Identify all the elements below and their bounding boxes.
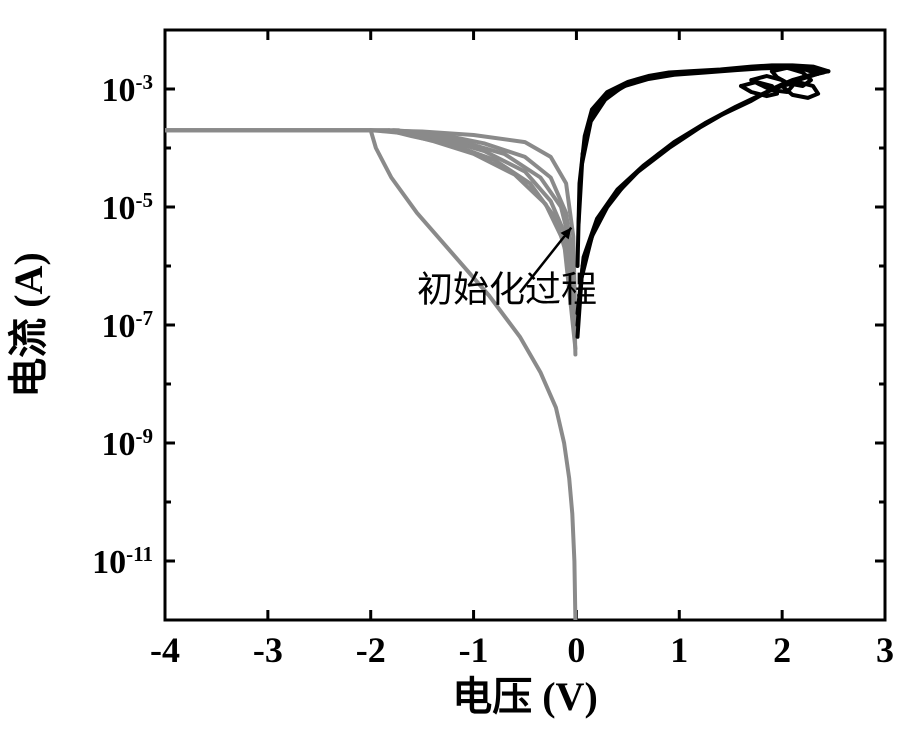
svg-text:10-11: 10-11: [92, 542, 153, 581]
svg-text:-3: -3: [253, 630, 283, 670]
svg-text:-2: -2: [356, 630, 386, 670]
svg-text:-4: -4: [150, 630, 180, 670]
annotation-label: 初始化过程: [417, 269, 597, 309]
svg-text:10-9: 10-9: [101, 424, 153, 463]
y-axis-label: 电流 (A): [6, 252, 51, 398]
chart-svg: -4 -3 -2 -1 0 1 2 3 电压 (V) 10-11 10-9 10-7 10-5 10-3 电…: [0, 0, 923, 731]
svg-text:10-5: 10-5: [101, 188, 153, 227]
svg-text:-1: -1: [459, 630, 489, 670]
svg-text:10-3: 10-3: [101, 70, 153, 109]
svg-text:2: 2: [773, 630, 791, 670]
svg-text:0: 0: [567, 630, 585, 670]
x-axis-label: 电压 (V): [452, 674, 598, 719]
series-gray: [165, 130, 575, 620]
svg-text:10-7: 10-7: [101, 306, 153, 345]
series-black: [578, 65, 829, 336]
svg-text:1: 1: [670, 630, 688, 670]
svg-text:3: 3: [876, 630, 894, 670]
iv-chart: -4 -3 -2 -1 0 1 2 3 电压 (V) 10-11 10-9 10-7 10-5 10-3 电…: [0, 0, 923, 731]
